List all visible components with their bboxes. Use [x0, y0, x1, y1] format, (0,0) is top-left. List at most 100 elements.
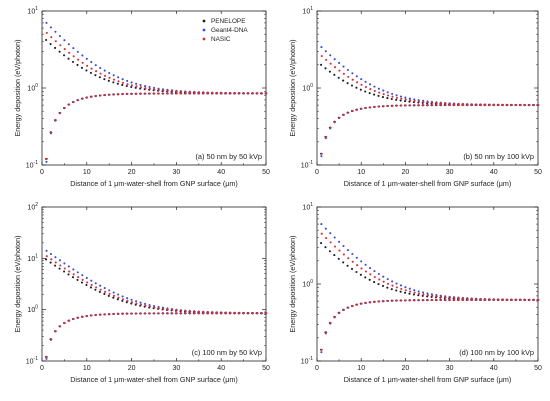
data-point-upper: [382, 280, 385, 283]
data-point-upper: [121, 83, 124, 87]
data-point-upper: [67, 273, 70, 276]
data-point-upper: [45, 255, 48, 258]
data-point-lower: [90, 95, 93, 98]
data-point-lower: [144, 312, 147, 315]
data-point-upper: [444, 296, 447, 299]
data-point-upper: [130, 298, 133, 301]
data-point-upper: [171, 308, 174, 312]
data-point-upper: [112, 74, 115, 77]
y-tick-label: 101: [302, 202, 313, 212]
data-point-lower: [112, 93, 116, 96]
data-point-upper: [395, 282, 398, 285]
legend: PENELOPE Geant4-DNA NASIC: [202, 18, 248, 43]
data-point-lower: [519, 104, 522, 107]
data-point-lower: [224, 92, 228, 95]
data-point-lower: [220, 92, 223, 95]
data-point-upper: [63, 270, 66, 273]
data-point-lower: [256, 92, 259, 95]
data-point-upper: [67, 43, 70, 46]
data-point-upper: [144, 304, 147, 307]
data-point-lower: [242, 92, 245, 95]
data-point-lower: [180, 312, 183, 315]
data-point-upper: [360, 83, 363, 86]
data-point-upper: [364, 263, 367, 266]
data-point-lower: [45, 355, 48, 358]
data-point-lower: [364, 301, 368, 304]
data-point-lower: [360, 302, 363, 305]
data-point-lower: [417, 299, 421, 302]
data-point-upper: [50, 258, 53, 261]
data-point-upper: [453, 296, 456, 300]
data-point-upper: [356, 81, 359, 84]
x-tick-label: 50: [262, 365, 270, 372]
data-point-lower: [108, 93, 111, 96]
data-point-upper: [417, 292, 421, 295]
data-point-upper: [333, 58, 336, 61]
data-point-lower: [238, 92, 241, 95]
data-point-upper: [417, 290, 420, 293]
data-point-upper: [360, 267, 363, 270]
data-point-upper: [325, 58, 328, 61]
data-point-upper: [324, 50, 327, 53]
data-point-upper: [382, 275, 385, 278]
data-point-upper: [121, 78, 124, 81]
data-point-upper: [364, 90, 367, 93]
data-point-lower: [45, 157, 48, 160]
data-point-lower: [338, 116, 341, 119]
data-point-lower: [342, 113, 345, 116]
data-point-upper: [103, 287, 106, 290]
data-point-upper: [89, 286, 92, 289]
data-point-upper: [166, 308, 169, 311]
data-point-upper: [382, 93, 385, 96]
data-point-lower: [59, 325, 62, 328]
data-point-lower: [431, 299, 434, 302]
data-point-lower: [121, 93, 125, 96]
x-tick-label: 10: [83, 365, 91, 372]
data-point-upper: [90, 279, 93, 282]
data-point-upper: [94, 64, 97, 67]
data-point-lower: [193, 312, 196, 315]
data-point-lower: [369, 301, 372, 304]
data-point-upper: [81, 54, 84, 57]
data-point-upper: [81, 278, 84, 281]
data-point-upper: [377, 87, 380, 90]
data-point-upper: [333, 245, 337, 248]
data-point-upper: [338, 69, 341, 72]
series-geant4-dna: [320, 46, 540, 158]
data-point-lower: [130, 312, 133, 315]
data-point-upper: [143, 85, 147, 88]
data-point-lower: [382, 300, 385, 303]
data-point-upper: [422, 293, 425, 296]
data-point-lower: [351, 304, 354, 308]
legend-marker: [202, 19, 206, 23]
data-point-upper: [346, 68, 349, 72]
data-point-lower: [453, 104, 456, 107]
data-point-lower: [256, 312, 259, 315]
data-point-lower: [233, 92, 237, 95]
data-point-lower: [72, 100, 75, 104]
data-point-lower: [139, 312, 142, 315]
data-point-upper: [58, 267, 61, 270]
data-point-upper: [54, 261, 57, 264]
data-point-upper: [103, 292, 106, 296]
data-point-upper: [77, 58, 80, 61]
data-point-upper: [329, 241, 332, 244]
data-point-lower: [247, 312, 250, 315]
data-point-lower: [475, 298, 478, 302]
y-axis-label: Energy deposition (eV/photon): [288, 235, 297, 332]
x-axis-label: Distance of 1 μm-water-shell from GNP su…: [344, 375, 512, 384]
data-point-upper: [153, 88, 156, 91]
series-geant4-dna: [320, 223, 540, 354]
data-point-lower: [471, 298, 474, 302]
data-point-upper: [431, 294, 434, 297]
y-tick-label: 101: [27, 6, 38, 16]
x-tick-label: 20: [402, 169, 410, 176]
data-point-lower: [413, 299, 416, 302]
legend-marker: [202, 37, 206, 41]
x-tick-label: 10: [83, 169, 91, 176]
data-point-upper: [368, 278, 371, 281]
data-point-lower: [347, 306, 350, 309]
data-point-upper: [121, 81, 125, 84]
data-point-upper: [77, 276, 80, 279]
data-point-lower: [242, 312, 245, 315]
